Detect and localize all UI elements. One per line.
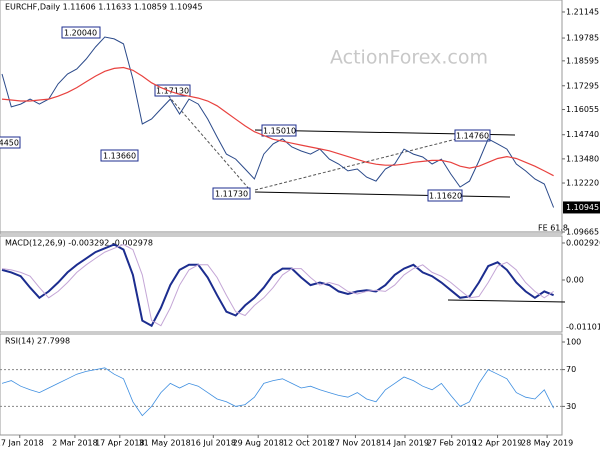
annotation: 1.17130	[156, 87, 189, 96]
annotation: 1.11620	[429, 192, 462, 201]
y-tick-label: 1.18595	[566, 56, 599, 65]
rsi-title: RSI(14) 27.7998	[5, 337, 70, 346]
y-tick-label: 30	[566, 402, 576, 411]
annotation-box	[154, 84, 191, 97]
series-line	[1, 66, 554, 177]
annotation: 1.14450	[0, 139, 19, 148]
x-tick-label: 28 May 2019	[521, 439, 573, 448]
y-tick-label: 1.14740	[566, 130, 599, 139]
y-tick-label: 0.00	[566, 276, 584, 285]
annotation: FE 61.8	[538, 224, 568, 233]
annotation-box	[100, 149, 139, 162]
x-tick-label: 16 Jul 2018	[191, 439, 236, 448]
x-tick-label: 31 May 2018	[139, 439, 191, 448]
rsi-panel	[0, 333, 563, 436]
series-line	[1, 36, 555, 208]
y-tick-label: 100	[566, 338, 581, 347]
macd-title: MACD(12,26,9) -0.003292 -0.002978	[5, 239, 153, 248]
y-tick-label: 1.17295	[566, 81, 599, 90]
main-panel	[0, 0, 563, 235]
annotation-box	[0, 136, 21, 149]
x-tick-label: 2 Mar 2018	[52, 439, 98, 448]
trendline	[254, 191, 511, 198]
y-tick-label: 1.19785	[566, 34, 599, 43]
x-tick-label: 29 Aug 2018	[233, 439, 284, 448]
x-tick-label: 27 Nov 2018	[330, 439, 381, 448]
watermark: ActionForex.com	[330, 47, 488, 69]
annotation-box	[427, 189, 463, 202]
x-tick-label: 12 Oct 2018	[283, 439, 332, 448]
x-tick-label: 17 Apr 2018	[95, 439, 144, 448]
annotation: 1.11730	[215, 190, 248, 199]
annotation: 1.13660	[103, 152, 136, 161]
series-line	[1, 243, 554, 328]
macd-bottom-label: -0.011015	[566, 323, 600, 332]
chart-title: EURCHF,Daily 1.11606 1.11633 1.10859 1.1…	[5, 3, 203, 12]
y-tick-label: 1.21145	[566, 7, 599, 16]
trendline	[254, 132, 481, 191]
x-tick-label: 17 Jan 2018	[0, 439, 44, 448]
annotation-box	[61, 26, 101, 39]
annotation: 1.15010	[263, 127, 296, 136]
annotation: 1.14760	[456, 132, 489, 141]
y-tick-label: 70	[566, 365, 576, 374]
current-price-label: 1.10945	[566, 203, 599, 212]
series-line	[1, 243, 554, 327]
x-tick-label: 27 Feb 2019	[427, 439, 477, 448]
trendline	[164, 91, 251, 191]
annotation-box	[454, 129, 491, 142]
annotation-box	[212, 187, 251, 200]
annotation-box	[261, 124, 297, 137]
annotation: 1.20040	[64, 29, 97, 38]
y-tick-label: 1.16055	[566, 105, 599, 114]
series-line	[1, 367, 554, 417]
y-tick-label: 1.09665	[566, 227, 599, 236]
y-tick-label: 1.13480	[566, 154, 599, 163]
current-price-box	[563, 201, 600, 214]
x-tick-label: 14 Jan 2019	[381, 439, 429, 448]
x-tick-label: 12 Apr 2019	[473, 439, 522, 448]
y-tick-label: 1.12220	[566, 179, 599, 188]
macd-panel	[0, 235, 563, 333]
trendline	[447, 299, 566, 303]
